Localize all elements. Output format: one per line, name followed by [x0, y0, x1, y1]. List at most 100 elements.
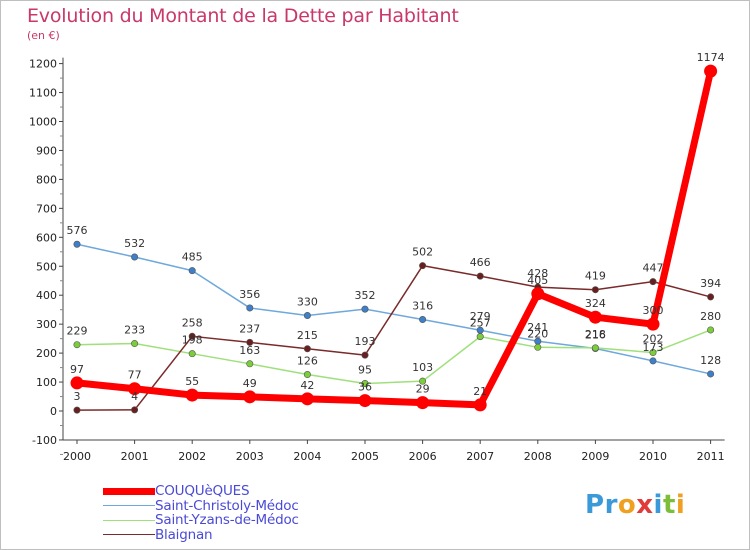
- data-point: [188, 332, 196, 340]
- data-label: 215: [297, 329, 318, 342]
- data-point: [588, 310, 602, 324]
- data-point: [419, 377, 427, 385]
- legend-item: COUQUèQUES: [103, 483, 299, 500]
- x-tick-label: 2005: [351, 450, 379, 463]
- data-label: 29: [416, 383, 430, 396]
- data-point: [131, 406, 139, 414]
- data-label: 405: [527, 274, 548, 287]
- y-tick-label: 100: [36, 376, 57, 389]
- data-point: [246, 338, 254, 346]
- data-point: [128, 382, 142, 396]
- logo-letter: t: [662, 490, 676, 520]
- data-label: 216: [585, 328, 606, 341]
- data-label: 532: [124, 237, 145, 250]
- chart-title: Evolution du Montant de la Dette par Hab…: [27, 5, 459, 27]
- data-label: 95: [358, 363, 372, 376]
- y-tick-label: 400: [36, 289, 57, 302]
- data-label: 55: [185, 375, 199, 388]
- data-point: [303, 311, 311, 319]
- data-label: 163: [239, 344, 260, 357]
- data-point: [473, 398, 487, 412]
- data-label: 42: [300, 379, 314, 392]
- legend-item: Saint-Christoly-Médoc: [103, 497, 299, 514]
- data-point: [73, 406, 81, 414]
- legend-label: Blaignan: [155, 526, 213, 543]
- data-label: 447: [643, 262, 664, 275]
- data-label: 428: [527, 267, 548, 280]
- legend-label: Saint-Yzans-de-Médoc: [155, 512, 299, 529]
- data-label: 1174: [697, 51, 725, 64]
- data-label: 324: [585, 297, 606, 310]
- unit-label: (en €): [27, 29, 60, 42]
- logo-letter: i: [675, 490, 686, 520]
- data-label: 103: [412, 361, 433, 374]
- data-label: 36: [358, 381, 372, 394]
- x-tick-label: 2007: [466, 450, 494, 463]
- data-label: 193: [355, 335, 376, 348]
- y-tick-label: 1200: [29, 58, 57, 71]
- data-label: 198: [182, 334, 203, 347]
- data-label: 229: [67, 325, 88, 338]
- data-point: [649, 357, 657, 365]
- data-label: 485: [182, 251, 203, 264]
- data-label: 4: [131, 390, 138, 403]
- data-point: [243, 390, 257, 404]
- y-tick-label: 700: [36, 202, 57, 215]
- data-point: [419, 262, 427, 270]
- data-label: 279: [470, 310, 491, 323]
- logo-letter: x: [636, 490, 654, 520]
- data-point: [476, 333, 484, 341]
- legend-label: COUQUèQUES: [155, 483, 250, 500]
- x-tick-label: 2004: [293, 450, 321, 463]
- logo-letter: o: [617, 490, 637, 520]
- series-line-0: [73, 67, 715, 409]
- data-point: [188, 350, 196, 358]
- series-line-1: [76, 243, 712, 375]
- y-tick-label: 1000: [29, 116, 57, 129]
- data-label: 394: [700, 277, 721, 290]
- data-point: [300, 392, 314, 406]
- data-point: [476, 272, 484, 280]
- data-label: 352: [355, 289, 376, 302]
- data-label: 49: [243, 377, 257, 390]
- data-point: [707, 370, 715, 378]
- logo-letter: P: [585, 490, 605, 520]
- data-point: [649, 349, 657, 357]
- data-label: 280: [700, 310, 721, 323]
- legend-swatch: [103, 534, 155, 536]
- data-label: 419: [585, 270, 606, 283]
- y-tick-label: 200: [36, 347, 57, 360]
- data-label: 257: [470, 317, 491, 330]
- y-tick-label: 0: [50, 405, 57, 418]
- data-label: 300: [643, 304, 664, 317]
- series-line-2: [76, 329, 712, 385]
- logo-letter: i: [653, 490, 663, 520]
- y-tick-label: 1100: [29, 87, 57, 100]
- legend-swatch: [103, 505, 155, 507]
- data-label: 237: [239, 322, 260, 335]
- x-tick-label: 2010: [639, 450, 667, 463]
- data-point: [246, 360, 254, 368]
- data-point: [707, 326, 715, 334]
- legend-swatch: [103, 519, 155, 521]
- x-tick-label: 2009: [581, 450, 609, 463]
- legend-label: Saint-Christoly-Médoc: [155, 497, 299, 514]
- data-point: [185, 388, 199, 402]
- data-label: 126: [297, 355, 318, 368]
- data-label: 466: [470, 256, 491, 269]
- data-label: 202: [643, 333, 664, 346]
- data-label: 241: [527, 321, 548, 334]
- x-tick-label: 2006: [409, 450, 437, 463]
- x-tick-label: 2000: [63, 450, 91, 463]
- series-line-3: [76, 264, 712, 411]
- data-label: 258: [182, 316, 203, 329]
- data-label: 97: [70, 363, 84, 376]
- data-point: [303, 345, 311, 353]
- data-label: 3: [74, 390, 81, 403]
- y-tick-label: 900: [36, 144, 57, 157]
- data-label: 220: [527, 327, 548, 340]
- logo-letter: r: [604, 490, 618, 520]
- data-point: [361, 351, 369, 359]
- data-point: [419, 316, 427, 324]
